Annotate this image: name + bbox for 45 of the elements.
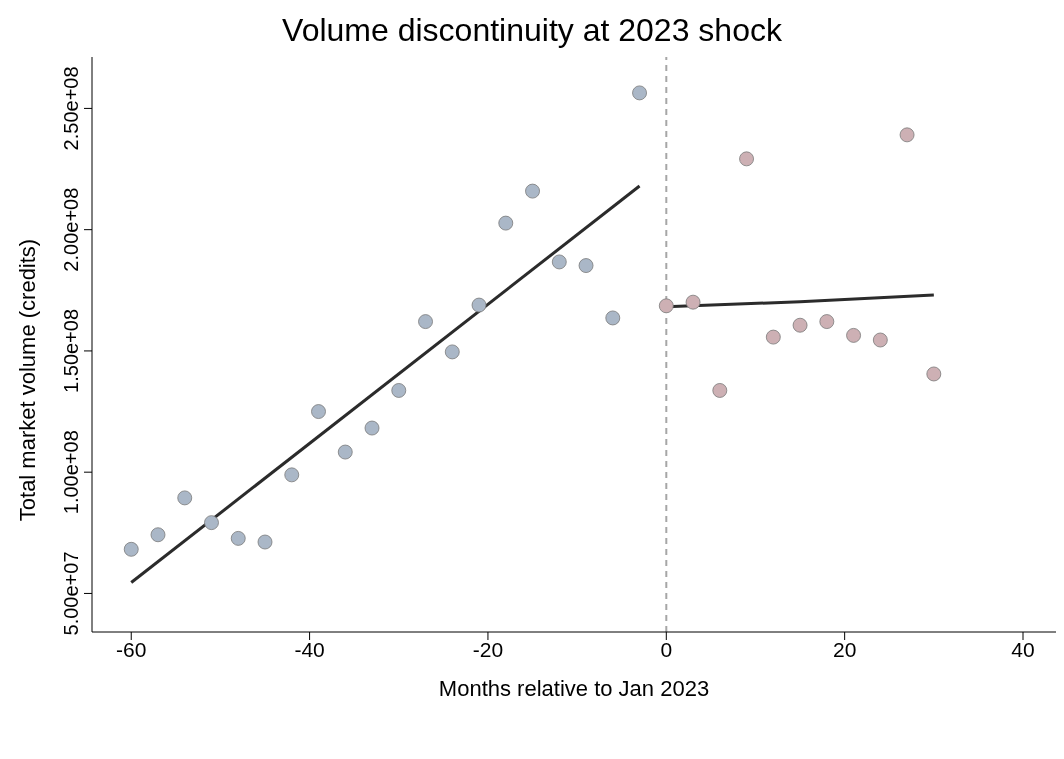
point bbox=[658, 298, 674, 314]
point bbox=[364, 420, 380, 436]
y-tick-label: 2.00e+08 bbox=[60, 187, 82, 272]
y-axis-title: Total market volume (credits) bbox=[15, 238, 41, 522]
point bbox=[391, 383, 407, 398]
point bbox=[471, 297, 487, 313]
x-tick-label: 20 bbox=[832, 637, 857, 661]
point bbox=[150, 527, 166, 543]
point bbox=[498, 215, 514, 231]
point bbox=[444, 344, 460, 360]
x-tick-label: -40 bbox=[294, 637, 325, 661]
x-axis-title: Months relative to Jan 2023 bbox=[438, 676, 710, 701]
x-tick-label: -60 bbox=[116, 637, 147, 661]
point bbox=[899, 127, 915, 143]
point bbox=[765, 329, 781, 345]
x-tick-label: 0 bbox=[660, 637, 673, 661]
chart-title: Volume discontinuity at 2023 shock bbox=[281, 11, 783, 50]
point bbox=[551, 254, 567, 270]
point bbox=[177, 490, 193, 506]
point bbox=[872, 332, 888, 348]
point bbox=[337, 444, 353, 460]
y-tick-label: 1.50e+08 bbox=[60, 308, 82, 393]
point bbox=[792, 317, 808, 333]
point bbox=[605, 310, 621, 326]
x-tick-label: 40 bbox=[1011, 637, 1035, 661]
point bbox=[204, 515, 219, 531]
y-tick-label: 1.00e+08 bbox=[60, 430, 82, 515]
point bbox=[739, 151, 754, 167]
y-tick-label: 5.00e+07 bbox=[60, 551, 82, 636]
point bbox=[123, 541, 139, 557]
point bbox=[525, 183, 540, 199]
point bbox=[284, 467, 300, 483]
point bbox=[712, 383, 728, 398]
y-tick-label: 2.50e+08 bbox=[60, 66, 82, 151]
point bbox=[578, 258, 594, 273]
point bbox=[230, 530, 246, 546]
point bbox=[926, 366, 942, 382]
point bbox=[257, 534, 273, 550]
point bbox=[418, 314, 433, 329]
point bbox=[819, 314, 835, 329]
point bbox=[846, 328, 861, 343]
point bbox=[632, 85, 647, 101]
x-tick-label: -20 bbox=[472, 637, 504, 661]
point bbox=[311, 404, 326, 419]
point bbox=[685, 294, 701, 310]
